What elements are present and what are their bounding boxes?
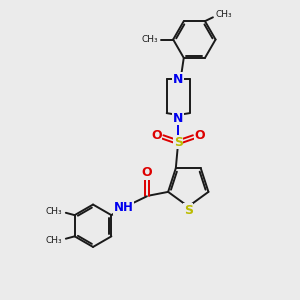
Text: O: O bbox=[142, 166, 152, 179]
Text: CH₃: CH₃ bbox=[142, 35, 158, 44]
Text: N: N bbox=[173, 112, 183, 124]
Text: O: O bbox=[195, 129, 205, 142]
Text: N: N bbox=[173, 73, 183, 86]
Text: CH₃: CH₃ bbox=[45, 236, 62, 245]
Text: CH₃: CH₃ bbox=[216, 10, 232, 19]
Text: S: S bbox=[184, 204, 193, 217]
Text: CH₃: CH₃ bbox=[45, 206, 62, 215]
Text: S: S bbox=[174, 136, 183, 149]
Text: NH: NH bbox=[114, 201, 134, 214]
Text: O: O bbox=[151, 129, 162, 142]
